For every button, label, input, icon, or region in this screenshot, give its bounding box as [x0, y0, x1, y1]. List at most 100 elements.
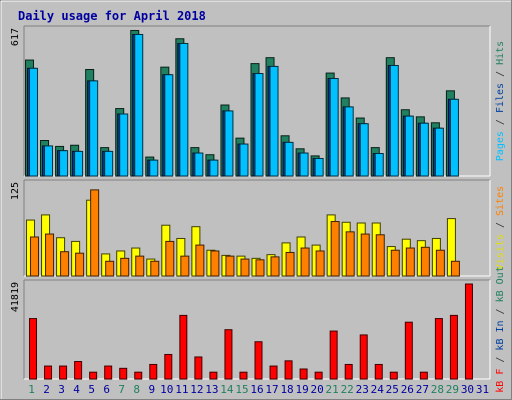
bar-kb-f-day-23: [359, 334, 368, 380]
bar-pages-day-3: [59, 150, 69, 177]
bar-pages-day-12: [194, 152, 204, 177]
bar-sites-day-21: [330, 221, 340, 277]
bar-sites-day-5: [90, 189, 100, 277]
bar-sites-day-11: [180, 255, 190, 277]
bar-pages-day-20: [314, 157, 324, 177]
bar-pages-day-22: [344, 106, 354, 177]
x-tick-label: 14: [220, 383, 234, 396]
bar-kb-f-day-22: [344, 363, 353, 380]
bar-pages-day-21: [329, 78, 339, 177]
bar-kb-f-day-19: [299, 368, 308, 380]
bar-pages-day-17: [269, 65, 279, 177]
x-tick-label: 24: [371, 383, 385, 396]
bar-sites-day-9: [150, 260, 160, 277]
bar-sites-day-12: [195, 244, 205, 277]
bar-sites-day-1: [30, 236, 40, 277]
legend-pages: Pages: [495, 131, 506, 161]
x-tick-label: 16: [250, 383, 263, 396]
bar-sites-day-8: [135, 255, 145, 277]
x-tick-label: 2: [43, 383, 50, 396]
x-tick-label: 28: [431, 383, 444, 396]
x-tick-label: 9: [148, 383, 155, 396]
bar-sites-day-15: [240, 258, 250, 277]
bar-pages-day-27: [419, 122, 429, 177]
legend-kb-out: kB Out: [495, 266, 506, 302]
bar-pages-day-7: [119, 113, 129, 177]
bar-kb-f-day-28: [434, 318, 443, 380]
legend-separator: /: [495, 113, 506, 131]
bar-kb-f-day-17: [269, 365, 278, 380]
bar-kb-f-day-27: [419, 371, 428, 380]
bar-kb-f-day-10: [164, 353, 173, 380]
x-tick-label: 15: [235, 383, 248, 396]
bar-sites-day-20: [315, 250, 325, 277]
bar-kb-f-day-13: [209, 371, 218, 380]
bar-pages-day-23: [359, 123, 369, 177]
bar-pages-day-29: [449, 98, 459, 177]
x-tick-label: 29: [446, 383, 459, 396]
bar-sites-day-25: [390, 249, 400, 277]
bar-sites-day-2: [45, 233, 55, 277]
panel-top: 617 Pages / Files / Hits: [10, 25, 506, 177]
bar-pages-day-18: [284, 141, 294, 177]
bar-sites-day-17: [270, 256, 280, 277]
x-tick-label: 7: [118, 383, 125, 396]
bar-pages-day-2: [44, 145, 54, 177]
bar-pages-day-10: [164, 74, 174, 177]
legend-kb-f: kB F: [495, 369, 506, 393]
x-tick-label: 11: [175, 383, 188, 396]
bar-sites-day-18: [285, 251, 295, 277]
legend-files: Files: [495, 83, 506, 113]
x-tick-label: 13: [205, 383, 218, 396]
bar-sites-day-28: [435, 249, 445, 277]
bar-pages-day-16: [254, 73, 264, 177]
x-tick-label: 21: [326, 383, 339, 396]
x-tick-label: 10: [160, 383, 173, 396]
bar-sites-day-14: [225, 255, 235, 277]
bar-pages-day-24: [374, 153, 384, 177]
bar-kb-f-day-6: [104, 365, 113, 380]
bar-pages-day-6: [104, 150, 114, 177]
bar-kb-f-day-15: [239, 371, 248, 380]
bar-kb-f-day-20: [314, 371, 323, 380]
bar-kb-f-day-21: [329, 330, 338, 380]
bar-pages-day-13: [209, 159, 219, 177]
legend-sites: Sites: [495, 186, 506, 216]
bar-pages-day-4: [74, 150, 84, 177]
x-tick-label: 12: [190, 383, 203, 396]
bar-pages-day-11: [179, 42, 189, 177]
x-tick-label: 5: [88, 383, 95, 396]
bar-kb-f-day-18: [284, 360, 293, 380]
bar-kb-f-day-5: [89, 371, 98, 380]
bar-kb-f-day-14: [224, 329, 233, 380]
x-tick-label: 3: [58, 383, 65, 396]
right-axis-legend: kB F / kB In / kB Out: [495, 266, 506, 392]
bar-sites-day-7: [120, 257, 130, 277]
legend-separator: /: [495, 216, 506, 234]
bar-kb-f-day-26: [404, 321, 413, 380]
bar-kb-f-day-16: [254, 341, 263, 380]
x-tick-label: 27: [416, 383, 429, 396]
bar-sites-day-27: [420, 246, 430, 277]
bar-pages-day-28: [434, 127, 444, 177]
bar-sites-day-4: [75, 252, 85, 277]
x-tick-label: 23: [356, 383, 369, 396]
bar-kb-f-day-29: [449, 314, 458, 380]
right-axis-legend: Pages / Files / Hits: [495, 41, 506, 161]
y-max-label: 125: [10, 182, 21, 200]
x-tick-label: 22: [341, 383, 354, 396]
bar-kb-f-day-7: [119, 367, 128, 380]
bar-pages-day-25: [389, 64, 399, 177]
bar-kb-f-day-8: [134, 371, 143, 380]
bar-pages-day-9: [149, 159, 159, 177]
legend-kb-in: kB In: [495, 320, 506, 350]
x-tick-label: 6: [103, 383, 110, 396]
legend-separator: /: [495, 65, 506, 83]
bar-kb-f-day-25: [389, 371, 398, 380]
bar-pages-day-8: [134, 33, 144, 177]
bar-pages-day-26: [404, 115, 414, 177]
bar-sites-day-10: [165, 240, 175, 277]
bar-kb-f-day-11: [179, 314, 188, 380]
bar-kb-f-day-4: [74, 361, 83, 380]
